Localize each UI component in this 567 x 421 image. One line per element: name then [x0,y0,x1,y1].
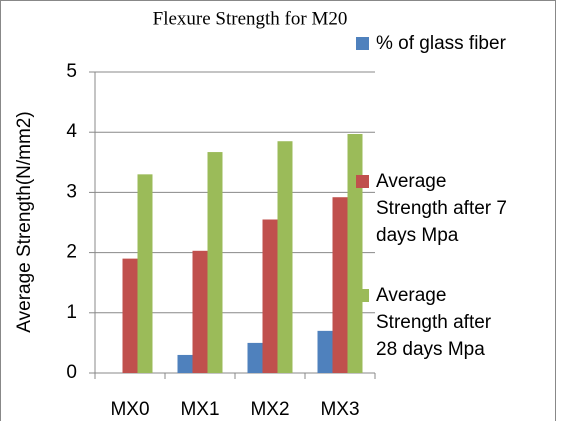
y-tick-label: 5 [66,61,77,82]
bar [137,174,153,373]
x-tick-label: MX2 [250,399,289,420]
legend-item: Average Strength after 28 days Mpa [356,282,516,363]
bar [247,342,263,373]
x-tick-label: MX0 [110,399,149,420]
legend-label: Average Strength after 7 days Mpa [376,171,507,246]
bar [262,219,278,373]
legend-label: % of glass fiber [376,33,506,54]
y-tick-label: 3 [66,181,77,202]
bar [332,197,348,373]
bar [317,330,333,373]
y-axis-label: Average Strength(N/mm2) [14,111,35,332]
x-tick-label: MX3 [320,399,359,420]
bar [192,250,208,373]
legend-item: Average Strength after 7 days Mpa [356,168,516,249]
legend-item: % of glass fiber [356,30,516,57]
legend-swatch [356,37,369,50]
legend-label: Average Strength after 28 days Mpa [376,285,492,360]
x-tick-label: MX1 [180,399,219,420]
bar [177,354,193,373]
y-tick-label: 2 [66,242,77,263]
y-tick-label: 1 [66,302,77,323]
legend-swatch [356,289,369,302]
bar [207,152,223,373]
legend-swatch [356,175,369,188]
bar [122,258,138,373]
y-tick-label: 4 [66,121,77,142]
bar [277,141,293,373]
bar [347,134,363,373]
y-tick-label: 0 [66,362,77,383]
chart-title: Flexure Strength for M20 [153,8,348,29]
